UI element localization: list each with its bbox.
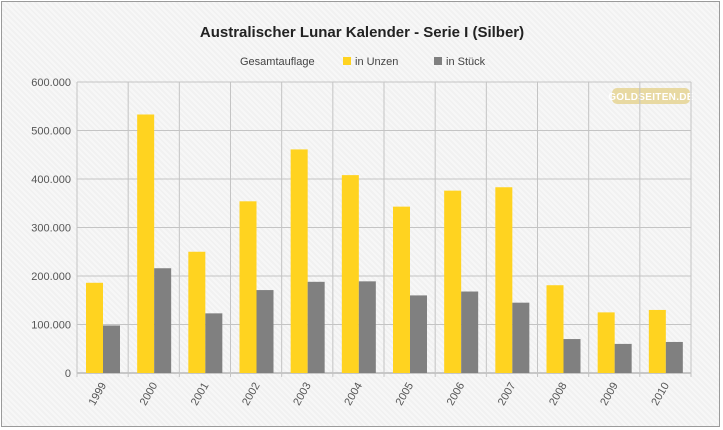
y-tick-label: 200.000 xyxy=(31,271,71,283)
bar-stueck-1999 xyxy=(103,325,120,373)
legend-label-stueck: in Stück xyxy=(446,56,486,68)
bar-unzen-2004 xyxy=(341,175,359,373)
chart-title: Australischer Lunar Kalender - Serie I (… xyxy=(200,24,524,41)
bar-unzen-2010 xyxy=(648,309,666,373)
y-tick-label: 600.000 xyxy=(31,77,71,89)
grid xyxy=(76,81,692,377)
bar-stueck-2010 xyxy=(665,341,683,373)
bar-unzen-2005 xyxy=(393,206,410,373)
x-tick-label: 2001 xyxy=(189,381,212,408)
x-tick-label: 2004 xyxy=(342,381,365,408)
bar-unzen-2000 xyxy=(137,114,155,374)
bar-stueck-2001 xyxy=(205,313,223,373)
bar-unzen-2009 xyxy=(597,312,615,373)
bar-stueck-2007 xyxy=(512,302,530,373)
y-tick-label: 300.000 xyxy=(31,223,71,235)
bar-stueck-2005 xyxy=(410,295,427,373)
x-tick-label: 2006 xyxy=(445,381,468,408)
x-tick-label: 2007 xyxy=(496,381,519,408)
x-tick-label: 1999 xyxy=(87,381,110,408)
x-tick-label: 2002 xyxy=(240,381,263,408)
bar-stueck-2000 xyxy=(154,268,172,373)
bar-stueck-2006 xyxy=(461,291,479,373)
legend: Gesamtauflage in Unzen in Stück xyxy=(240,56,486,68)
y-axis-ticks: 0 100.000 200.000 300.000 400.000 500.000 600.… xyxy=(31,77,71,380)
bar-stueck-2002 xyxy=(256,290,274,373)
watermark: GOLDSEITEN.DE xyxy=(608,88,694,104)
bar-unzen-2006 xyxy=(444,190,462,373)
watermark-badge xyxy=(612,88,690,104)
bar-unzen-1999 xyxy=(86,282,103,373)
bar-stueck-2008 xyxy=(563,339,581,373)
bar-stueck-2009 xyxy=(614,343,632,373)
x-axis-ticks: 1999 2000 2001 2002 2003 2004 2005 2006 2007 2008… xyxy=(87,381,672,408)
y-tick-label: 0 xyxy=(65,368,71,380)
legend-label-unzen: in Unzen xyxy=(355,56,398,68)
bar-unzen-2008 xyxy=(546,285,564,373)
x-tick-label: 2010 xyxy=(649,381,672,408)
x-tick-label: 2008 xyxy=(547,381,570,408)
y-tick-label: 100.000 xyxy=(31,320,71,332)
bar-unzen-2007 xyxy=(495,187,513,373)
bar-unzen-2001 xyxy=(188,251,206,373)
x-tick-label: 2000 xyxy=(138,381,161,408)
y-tick-label: 500.000 xyxy=(31,126,71,138)
bar-unzen-2003 xyxy=(290,149,308,373)
bar-unzen-2002 xyxy=(239,201,257,373)
bars xyxy=(86,114,683,374)
x-tick-label: 2009 xyxy=(598,381,621,408)
legend-swatch-stueck xyxy=(434,57,442,65)
bar-stueck-2003 xyxy=(307,281,325,373)
bar-stueck-2004 xyxy=(358,281,376,373)
watermark-text: GOLDSEITEN.DE xyxy=(608,92,694,103)
x-tick-label: 2003 xyxy=(291,381,314,408)
legend-title: Gesamtauflage xyxy=(240,56,315,68)
legend-swatch-unzen xyxy=(343,57,351,65)
x-tick-label: 2005 xyxy=(394,381,417,408)
y-tick-label: 400.000 xyxy=(31,174,71,186)
